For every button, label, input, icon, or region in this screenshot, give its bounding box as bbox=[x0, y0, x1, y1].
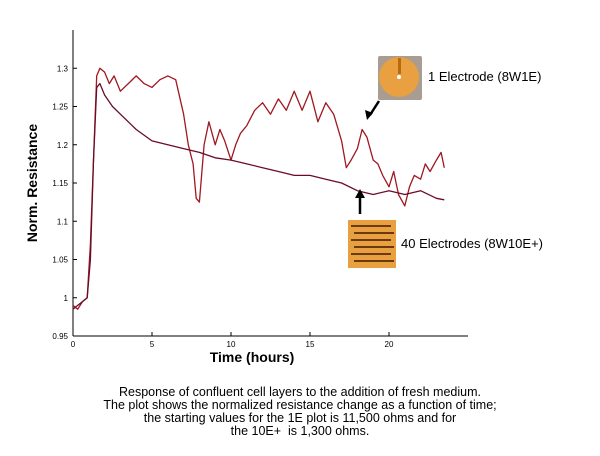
caption-line: the 10E+ is 1,300 ohms. bbox=[230, 424, 370, 438]
annotation-1e: 1 Electrode (8W1E) bbox=[428, 69, 541, 84]
y-tick-label: 1.25 bbox=[52, 103, 68, 112]
figure-caption: Response of confluent cell layers to the… bbox=[0, 386, 600, 438]
arrow-40e bbox=[355, 189, 365, 214]
caption-line: The plot shows the normalized resistance… bbox=[103, 398, 497, 412]
multi-electrode-icon bbox=[348, 220, 396, 268]
x-tick-label: 0 bbox=[71, 340, 76, 349]
y-tick-label: 1.05 bbox=[52, 256, 68, 265]
annotation-40e: 40 Electrodes (8W10E+) bbox=[401, 236, 543, 251]
y-tick-label: 1.15 bbox=[52, 179, 68, 188]
x-tick-label: 5 bbox=[150, 340, 155, 349]
x-axis-title: Time (hours) bbox=[210, 349, 295, 365]
caption-line: the starting values for the 1E plot is 1… bbox=[143, 411, 457, 425]
caption-line: Response of confluent cell layers to the… bbox=[118, 385, 481, 399]
y-tick-label: 1.1 bbox=[57, 217, 69, 226]
x-tick-label: 10 bbox=[227, 340, 236, 349]
y-axis-title: Norm. Resistance bbox=[24, 124, 40, 242]
single-electrode-icon bbox=[378, 56, 422, 100]
y-tick-label: 1 bbox=[64, 294, 69, 303]
x-tick-label: 20 bbox=[385, 340, 394, 349]
series-line-1 bbox=[72, 67, 445, 310]
x-tick-label: 15 bbox=[306, 340, 315, 349]
y-tick-label: 0.95 bbox=[52, 332, 68, 341]
ticks: 0.95 1 1.05 1.1 1.15 1.2 1.25 1.3 0 5 10 15 20 bbox=[52, 64, 394, 349]
y-tick-label: 1.3 bbox=[57, 64, 69, 73]
series-layer bbox=[72, 67, 445, 310]
arrow-1e bbox=[365, 100, 381, 120]
y-tick-label: 1.2 bbox=[57, 141, 69, 150]
series-line-2 bbox=[72, 82, 445, 310]
